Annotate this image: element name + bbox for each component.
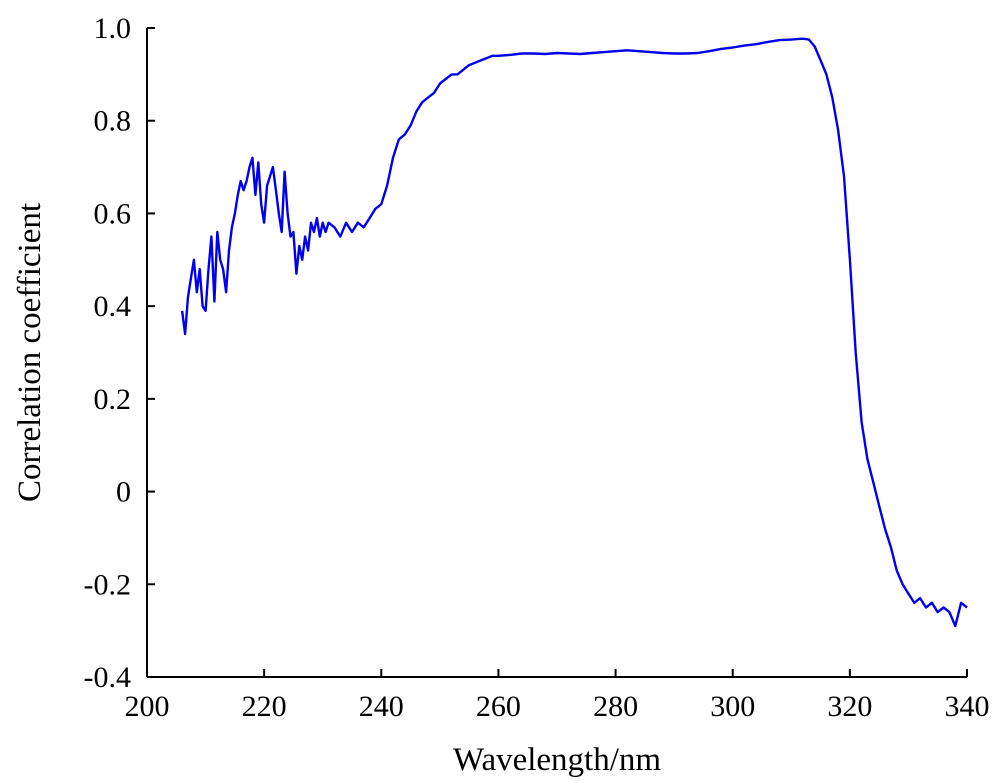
y-tick-label: 0.4 — [94, 290, 132, 323]
x-tick-label: 260 — [476, 690, 521, 723]
y-tick-label: -0.2 — [84, 568, 132, 601]
x-tick-label: 340 — [945, 690, 990, 723]
y-axis-ticks: -0.4 -0.2 0 0.2 0.4 0.6 0.8 1.0 — [84, 12, 155, 694]
x-tick-label: 200 — [125, 690, 170, 723]
series-layer — [180, 37, 968, 628]
y-tick-label: -0.4 — [84, 661, 132, 694]
x-tick-label: 320 — [827, 690, 872, 723]
x-axis-ticks: 200 220 240 260 280 300 320 340 — [125, 669, 990, 723]
x-tick-label: 300 — [710, 690, 755, 723]
y-tick-label: 1.0 — [94, 12, 132, 45]
y-tick-label: 0 — [116, 476, 131, 509]
x-tick-label: 240 — [359, 690, 404, 723]
series-line — [180, 37, 968, 628]
x-axis-title: Wavelength/nm — [453, 742, 661, 778]
x-tick-label: 220 — [242, 690, 287, 723]
x-tick-label: 280 — [593, 690, 638, 723]
y-axis-title: Correlation coefficient — [12, 203, 48, 502]
y-tick-label: 0.6 — [94, 197, 132, 230]
axes: 200 220 240 260 280 300 320 340 -0.4 -0.2 0 0.2 0.4… — [84, 12, 990, 723]
y-tick-label: 0.2 — [94, 383, 132, 416]
y-tick-label: 0.8 — [94, 105, 132, 138]
